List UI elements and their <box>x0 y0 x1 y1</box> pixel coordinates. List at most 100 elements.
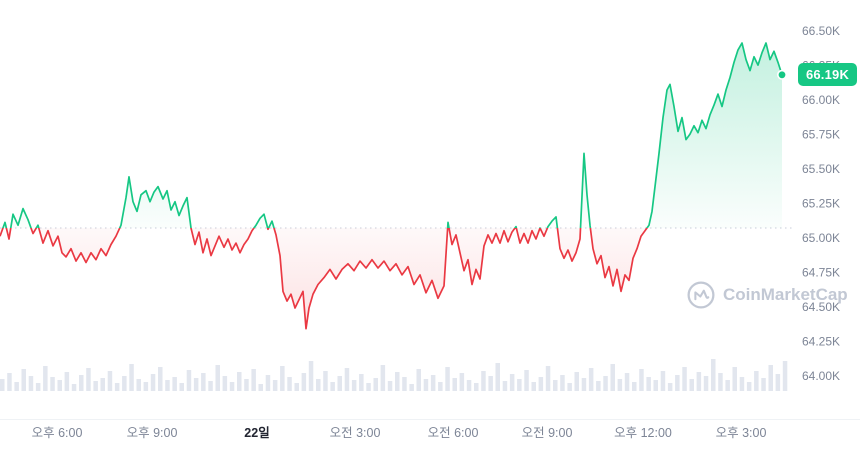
volume-bar <box>64 372 70 391</box>
y-axis-label: 65.00K <box>802 231 840 245</box>
volume-bar <box>359 374 364 391</box>
volume-bar <box>308 361 314 391</box>
volume-bar <box>402 377 407 391</box>
volume-bar <box>624 373 630 391</box>
volume-bar <box>272 380 278 391</box>
volume-bar <box>754 371 759 391</box>
price-line-up <box>2 42 783 228</box>
volume-bar <box>653 380 658 391</box>
y-axis-label: 65.75K <box>802 128 840 142</box>
volume-bar <box>703 376 709 391</box>
volume-bar <box>459 373 465 391</box>
volume-bar <box>150 374 156 391</box>
volume-bar <box>524 370 529 391</box>
volume-bar <box>373 378 378 391</box>
volume-bar <box>438 382 443 391</box>
volume-bar <box>165 380 170 391</box>
volume-bar <box>28 376 34 391</box>
volume-bar <box>57 380 62 391</box>
volume-bar <box>337 376 342 391</box>
price-line-down <box>0 227 649 330</box>
volume-bar <box>596 381 601 391</box>
volume-bar <box>660 371 666 391</box>
coinmarketcap-watermark: CoinMarketCap <box>686 280 848 310</box>
volume-bar <box>193 378 199 391</box>
volume-bar <box>768 365 773 391</box>
volume-bar <box>366 383 371 391</box>
y-axis-label: 66.00K <box>802 93 840 107</box>
x-axis-label: 오후 3:00 <box>716 426 767 440</box>
volume-bar <box>617 379 623 391</box>
volume-bar <box>122 376 127 391</box>
volume-bar <box>229 382 235 391</box>
x-axis-label: 오전 9:00 <box>522 426 573 440</box>
volume-bar <box>158 367 163 391</box>
volume-bar <box>711 359 716 391</box>
volume-bar <box>466 380 472 391</box>
volume-bar <box>531 382 536 391</box>
volume-bar <box>258 384 263 391</box>
volume-bar <box>682 367 687 391</box>
price-area-up <box>2 43 782 228</box>
volume-bar <box>294 383 299 391</box>
volume-bar <box>739 377 745 391</box>
volume-bar <box>186 370 192 391</box>
volume-bar <box>179 383 184 391</box>
volume-bar <box>201 373 206 391</box>
current-price-badge: 66.19K <box>798 63 857 87</box>
volume-bar <box>588 368 594 391</box>
volume-bar <box>610 364 615 391</box>
volume-bar <box>14 382 19 391</box>
coinmarketcap-logo-icon <box>687 281 715 309</box>
price-area-down <box>0 227 782 329</box>
volume-bar <box>208 381 213 391</box>
volume-bar <box>79 375 84 391</box>
volume-bar <box>316 379 321 391</box>
volume-bar <box>143 382 149 391</box>
y-axis-label: 64.50K <box>802 300 840 314</box>
volume-bar <box>323 371 328 391</box>
volume-bar <box>675 375 680 391</box>
y-axis-label: 64.00K <box>802 369 840 383</box>
volume-bar <box>761 378 766 391</box>
volume-bar <box>351 380 357 391</box>
volume-bar <box>251 369 256 391</box>
x-axis-label: 22일 <box>244 426 269 440</box>
volume-bar <box>732 367 737 391</box>
volume-bar <box>423 379 429 391</box>
volume-bar <box>387 381 393 391</box>
volume-bar <box>509 374 515 391</box>
volume-bar <box>502 381 508 391</box>
volume-bar <box>430 375 436 391</box>
volume-bar <box>632 382 637 391</box>
volume-bar <box>545 366 551 391</box>
volume-bar <box>718 373 723 391</box>
watermark-label: CoinMarketCap <box>723 285 848 304</box>
volume-bar <box>114 383 120 391</box>
x-axis-label: 오전 3:00 <box>330 426 381 440</box>
x-axis-label: 오전 6:00 <box>428 426 479 440</box>
y-axis-label: 65.50K <box>802 162 840 176</box>
volume-bars <box>0 359 788 391</box>
volume-bar <box>416 369 421 391</box>
volume-bar <box>646 377 651 391</box>
volume-bar <box>287 377 292 391</box>
volume-bar <box>474 383 479 391</box>
x-axis-label: 오후 12:00 <box>614 426 672 440</box>
volume-bar <box>50 377 55 391</box>
volume-bar <box>265 375 271 391</box>
volume-bar <box>395 372 400 391</box>
volume-bar <box>380 365 386 391</box>
volume-bar <box>35 383 41 391</box>
y-axis-label: 64.75K <box>802 266 840 280</box>
volume-bar <box>409 384 414 391</box>
volume-bar <box>7 373 12 391</box>
volume-bar <box>71 384 77 391</box>
volume-bar <box>667 383 673 391</box>
volume-bar <box>495 363 500 391</box>
x-axis-label: 오후 9:00 <box>127 426 178 440</box>
volume-bar <box>244 379 249 391</box>
volume-bar <box>0 379 5 391</box>
